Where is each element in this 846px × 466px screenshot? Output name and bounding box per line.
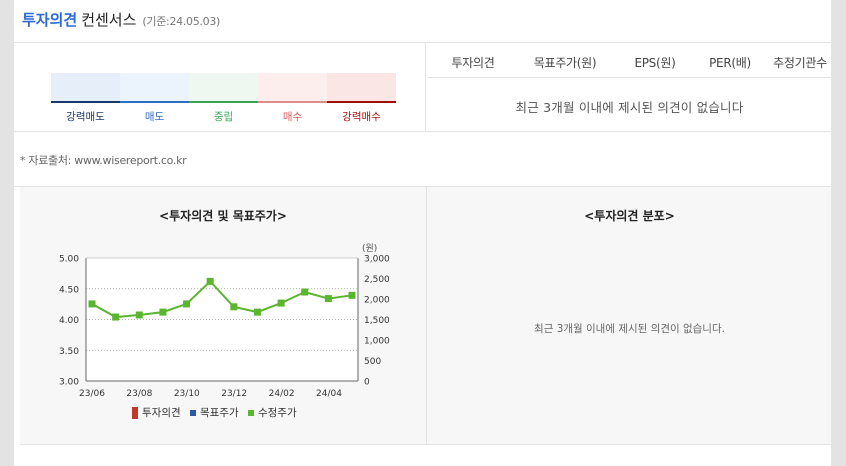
adjusted-price-point bbox=[135, 311, 143, 319]
adjusted-price-point bbox=[230, 303, 238, 311]
adjusted-price-point bbox=[159, 308, 167, 316]
adjusted-price-point bbox=[324, 295, 332, 303]
opinion-scale-label: 매도 bbox=[144, 111, 165, 123]
opinion-target-chart-title: <투자의견 및 목표주가> bbox=[159, 209, 287, 223]
y-right-tick-label: 0 bbox=[364, 378, 370, 388]
divider bbox=[426, 187, 427, 444]
y-right-tick-label: 2,000 bbox=[364, 296, 390, 306]
divider bbox=[20, 444, 831, 445]
header-title: 컨센서스 bbox=[81, 11, 137, 29]
chart-legend: 투자의견 목표주가 수정주가 bbox=[132, 405, 297, 420]
adjusted-price-point bbox=[206, 277, 214, 285]
y-right-tick-label: 500 bbox=[364, 357, 381, 367]
y-right-tick-label: 2,500 bbox=[364, 275, 390, 285]
divider bbox=[425, 43, 426, 131]
opinion-scale-labels: 강력매도 매도 중립 매수 강력매수 bbox=[51, 109, 396, 123]
legend-label-target-price: 목표주가 bbox=[199, 407, 239, 419]
consensus-panel: 투자의견 컨센서스 (기준:24.05.03) 강력매도 매도 중립 매수 강력매수 투자의… bbox=[14, 0, 831, 466]
data-source: * 자료출처: www.wisereport.co.kr bbox=[20, 154, 187, 167]
legend-swatch-opinion bbox=[132, 407, 138, 419]
col-header-eps: EPS(원) bbox=[634, 56, 676, 70]
y-right-tick-label: 3,000 bbox=[364, 255, 390, 265]
opinion-price-chart: 5.00 4.50 4.00 3.50 3.00 3,000 2,500 2,000 1,500… bbox=[59, 243, 390, 399]
divider bbox=[428, 77, 831, 78]
x-tick-label: 24/04 bbox=[316, 389, 342, 399]
opinion-scale-segment bbox=[189, 73, 258, 103]
opinion-scale-segment bbox=[51, 73, 120, 103]
opinion-scale-label: 매수 bbox=[282, 111, 303, 123]
x-tick-label: 24/02 bbox=[269, 389, 295, 399]
reference-date: (기준:24.05.03) bbox=[142, 15, 221, 28]
divider bbox=[14, 42, 831, 43]
y-left-tick-label: 3.50 bbox=[59, 347, 79, 357]
opinion-scale-bar bbox=[327, 101, 396, 103]
col-header-per: PER(배) bbox=[709, 56, 751, 70]
chart-tick-labels: 5.00 4.50 4.00 3.50 3.00 3,000 2,500 2,000 1,500… bbox=[59, 243, 390, 399]
opinion-scale-bar bbox=[258, 101, 327, 103]
opinion-scale bbox=[51, 73, 396, 105]
opinion-scale-label: 강력매수 bbox=[342, 111, 381, 123]
page-frame-left bbox=[0, 0, 14, 466]
y-left-tick-label: 5.00 bbox=[59, 255, 79, 265]
col-header-target-price: 목표주가(원) bbox=[533, 56, 597, 70]
x-tick-label: 23/06 bbox=[79, 389, 105, 399]
x-tick-label: 23/12 bbox=[221, 389, 247, 399]
adjusted-price-point bbox=[183, 300, 191, 308]
y-left-tick-label: 4.00 bbox=[59, 316, 79, 326]
chart-series bbox=[88, 277, 356, 321]
opinion-scale-bar bbox=[120, 101, 189, 103]
opinion-distribution-title: <투자의견 분포> bbox=[584, 209, 675, 223]
legend-swatch-adjusted-price bbox=[247, 410, 254, 416]
y-left-tick-label: 3.00 bbox=[59, 378, 79, 388]
adjusted-price-point bbox=[348, 291, 356, 299]
adjusted-price-point bbox=[277, 299, 285, 307]
legend-swatch-target-price bbox=[189, 410, 196, 416]
opinion-scale-bar bbox=[51, 101, 120, 103]
adjusted-price-point bbox=[112, 313, 120, 321]
opinion-scale-bar bbox=[189, 101, 258, 103]
y-right-tick-label: 1,500 bbox=[364, 316, 390, 326]
chart-grid bbox=[86, 258, 358, 381]
opinion-scale-segment bbox=[327, 73, 396, 103]
legend-label-opinion: 투자의견 bbox=[142, 407, 181, 419]
x-tick-label: 23/10 bbox=[174, 389, 200, 399]
chart-axes bbox=[85, 257, 359, 382]
y-right-unit: (원) bbox=[362, 243, 377, 254]
table-empty-message: 최근 3개월 이내에 제시된 의견이 없습니다 bbox=[515, 100, 744, 115]
distribution-empty-message: 최근 3개월 이내에 제시된 의견이 없습니다. bbox=[534, 323, 725, 335]
col-header-opinion: 투자의견 bbox=[451, 56, 495, 70]
legend-label-adjusted-price: 수정주가 bbox=[257, 407, 297, 419]
adjusted-price-point bbox=[301, 288, 309, 296]
consensus-table-header: 투자의견 목표주가(원) EPS(원) PER(배) 추정기관수 bbox=[428, 46, 831, 76]
divider bbox=[14, 186, 831, 187]
consensus-header: 투자의견 컨센서스 (기준:24.05.03) bbox=[22, 9, 220, 33]
opinion-scale-segment bbox=[120, 73, 189, 103]
y-left-tick-label: 4.50 bbox=[59, 285, 79, 295]
col-header-institution-count: 추정기관수 bbox=[773, 56, 827, 70]
opinion-scale-label: 강력매도 bbox=[66, 111, 105, 123]
adjusted-price-point bbox=[253, 308, 261, 316]
adjusted-price-line bbox=[91, 279, 353, 319]
divider bbox=[14, 131, 831, 132]
opinion-scale-label: 중립 bbox=[213, 111, 234, 123]
y-right-tick-label: 1,000 bbox=[364, 337, 390, 347]
opinion-scale-segment bbox=[258, 73, 327, 103]
header-title-accent: 투자의견 bbox=[22, 11, 78, 29]
x-tick-label: 23/08 bbox=[126, 389, 152, 399]
page-frame-right bbox=[831, 0, 846, 466]
adjusted-price-point bbox=[88, 300, 96, 308]
